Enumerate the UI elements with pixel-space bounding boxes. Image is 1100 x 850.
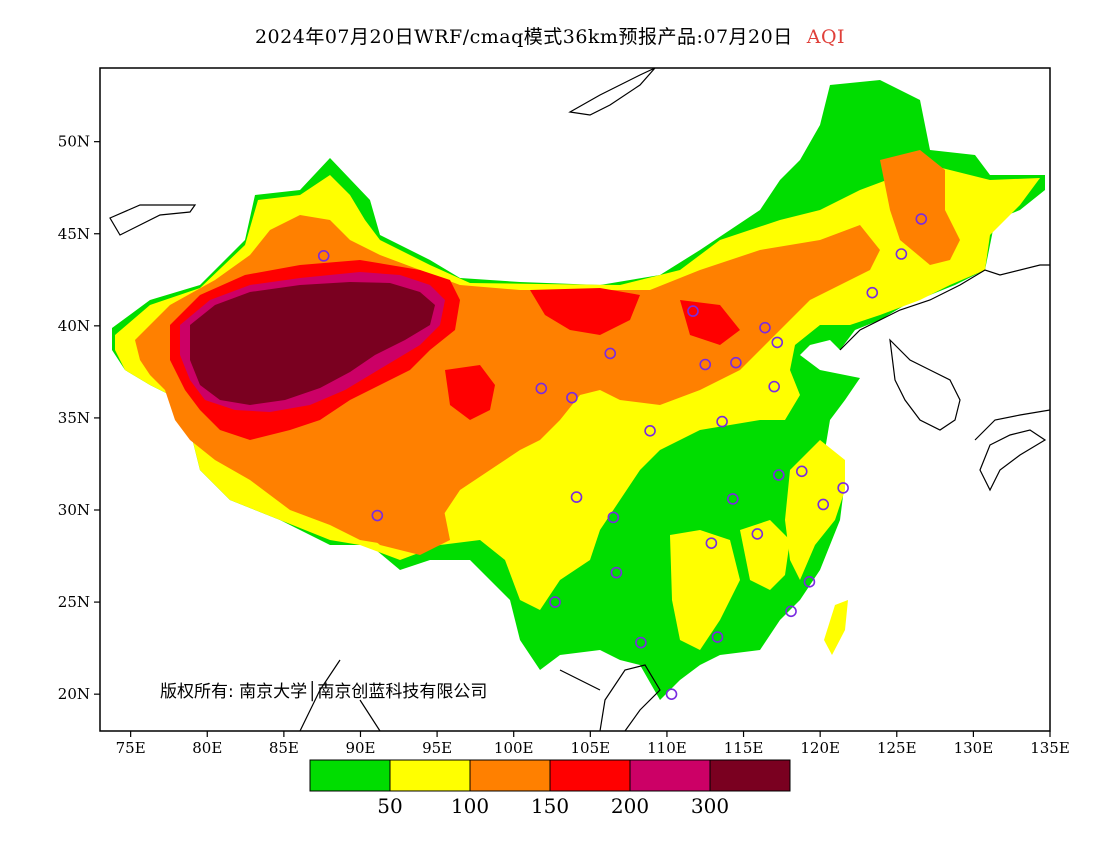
x-tick-label: 115E <box>724 739 764 757</box>
y-tick-label: 30N <box>58 501 90 519</box>
station-marker <box>895 248 908 260</box>
station-marker <box>607 511 620 524</box>
x-tick-label: 135E <box>1030 739 1070 757</box>
station-marker <box>716 415 728 428</box>
variable-label: AQI <box>806 26 846 48</box>
aqi-yellow-south-2 <box>740 520 790 590</box>
station-marker <box>610 566 623 579</box>
station-marker <box>727 493 739 505</box>
station-marker <box>317 250 330 262</box>
station-marker <box>817 498 830 511</box>
station-marker <box>866 286 879 299</box>
x-tick-label: 80E <box>192 739 222 757</box>
y-tick-label: 25N <box>58 593 90 611</box>
x-tick-label: 105E <box>571 739 611 757</box>
station-marker <box>711 631 724 643</box>
station-marker <box>771 336 784 349</box>
title-text: 2024年07月20日WRF/cmaq模式36km预报产品:07月20日 <box>254 26 793 48</box>
station-marker <box>566 391 578 404</box>
coastlines <box>109 68 1050 731</box>
station-marker <box>837 482 849 494</box>
axis-ticks: 75E 80E 85E 90E 95E 100E 105E 110E 115E 120E 125E 1… <box>58 133 1070 757</box>
station-marker <box>570 491 583 503</box>
legend-label: 100 <box>451 794 489 818</box>
aqi-yellow-coast <box>785 440 845 580</box>
pollution-field <box>112 80 1045 700</box>
aqi-orange-ne <box>880 150 960 265</box>
legend-swatch <box>709 759 791 792</box>
legend-label: 300 <box>691 794 729 818</box>
y-tick-label: 20N <box>58 685 90 703</box>
legend-swatch <box>309 759 391 792</box>
station-marker <box>535 382 548 395</box>
x-tick-label: 120E <box>800 739 840 757</box>
x-tick-label: 100E <box>494 739 534 757</box>
x-tick-label: 125E <box>877 739 917 757</box>
station-marker <box>785 605 797 618</box>
legend-swatch <box>469 759 551 792</box>
y-tick-label: 50N <box>58 133 90 151</box>
map-frame <box>99 67 1051 732</box>
station-marker <box>730 356 742 369</box>
station-marker <box>772 469 785 481</box>
aqi-orange-tibet-south <box>340 470 450 555</box>
y-tick-label: 35N <box>58 409 90 427</box>
station-marker <box>795 465 808 478</box>
x-tick-label: 85E <box>269 739 299 757</box>
legend-label: 50 <box>377 794 402 818</box>
y-tick-label: 45N <box>58 225 90 243</box>
aqi-yellow-south-1 <box>670 530 740 650</box>
map-title: 2024年07月20日WRF/cmaq模式36km预报产品:07月20日 AQI <box>0 22 1100 49</box>
station-marker <box>644 425 656 437</box>
station-marker <box>705 537 718 549</box>
y-tick-label: 40N <box>58 317 90 335</box>
x-tick-label: 130E <box>954 739 994 757</box>
x-tick-label: 90E <box>345 739 375 757</box>
x-tick-label: 75E <box>116 739 146 757</box>
station-marker <box>759 321 771 334</box>
aqi-red-inner-mongolia <box>530 288 640 335</box>
legend-swatch <box>549 759 631 792</box>
station-marker <box>687 305 699 317</box>
legend-label: 150 <box>531 794 569 818</box>
station-marker <box>371 509 384 522</box>
station-marker <box>699 358 712 371</box>
x-tick-label: 110E <box>647 739 687 757</box>
x-tick-label: 95E <box>422 739 452 757</box>
color-legend: 50 100 150 200 300 <box>309 759 791 818</box>
legend-label: 200 <box>611 794 649 818</box>
station-marker <box>768 380 780 393</box>
station-marker <box>635 636 647 649</box>
station-marker <box>665 688 678 700</box>
station-marker <box>915 213 928 225</box>
legend-swatch <box>389 759 471 792</box>
legend-swatch <box>629 759 711 792</box>
station-marker <box>604 347 617 360</box>
copyright-text: 版权所有: 南京大学│南京创蓝科技有限公司 <box>160 681 487 702</box>
station-marker <box>751 528 764 540</box>
aqi-yellow-taiwan <box>824 600 848 655</box>
station-marker <box>803 576 816 588</box>
station-markers <box>317 213 928 700</box>
station-marker <box>549 596 561 608</box>
aqi-maroon <box>190 282 435 405</box>
aqi-red-qinghai <box>445 365 495 420</box>
aqi-red-north <box>680 300 740 345</box>
